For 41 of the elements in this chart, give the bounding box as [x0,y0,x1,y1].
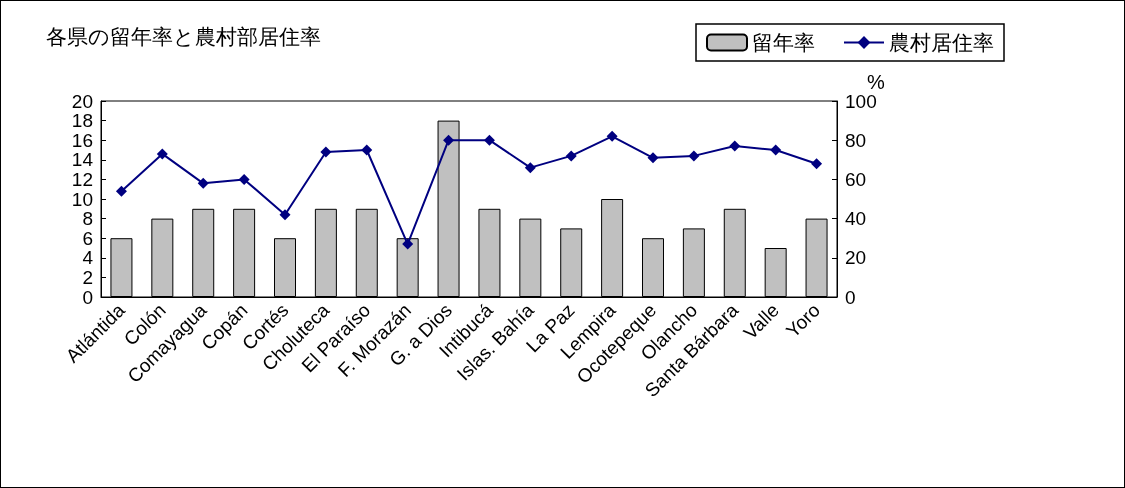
y-tick-label: 14 [71,149,94,171]
point [115,185,127,197]
point [729,140,741,152]
point [606,130,618,142]
y-tick-label: 16 [71,129,93,151]
point [156,148,168,160]
point [688,150,700,162]
point [402,238,414,250]
y2-tick-label: 40 [845,208,867,230]
point [811,158,823,170]
point [770,144,782,156]
x-tick-label: Yoro [782,299,824,342]
y-tick-label: 0 [82,286,93,308]
chart-title: 各県の留年率と農村部居住率 [46,25,321,48]
point [443,134,455,146]
x-tick-label: Valle [739,299,784,344]
legend-label: 留年率 [752,31,815,54]
y2-tick-label: 60 [845,168,867,190]
point [483,134,495,146]
point [565,150,577,162]
y2-tick-label: 0 [845,286,856,308]
point [361,144,373,156]
y-tick-label: 12 [71,168,93,190]
point [647,152,659,164]
y2-tick-label: 100 [845,90,877,112]
point [320,146,332,158]
y2-axis-title: % [867,70,885,93]
y-tick-label: 8 [82,208,93,230]
y2-tick-label: 80 [845,129,867,151]
y-tick-label: 4 [82,247,94,269]
y-tick-label: 2 [82,266,93,288]
y-tick-label: 18 [71,110,93,132]
point [524,162,536,174]
point [279,209,291,221]
legend-label: 農村居住率 [889,31,994,54]
y-tick-label: 6 [82,227,93,249]
y-tick-label: 20 [71,90,93,112]
point [238,173,250,185]
y2-tick-label: 20 [845,247,867,269]
point [197,177,209,189]
y-tick-label: 10 [71,188,93,210]
